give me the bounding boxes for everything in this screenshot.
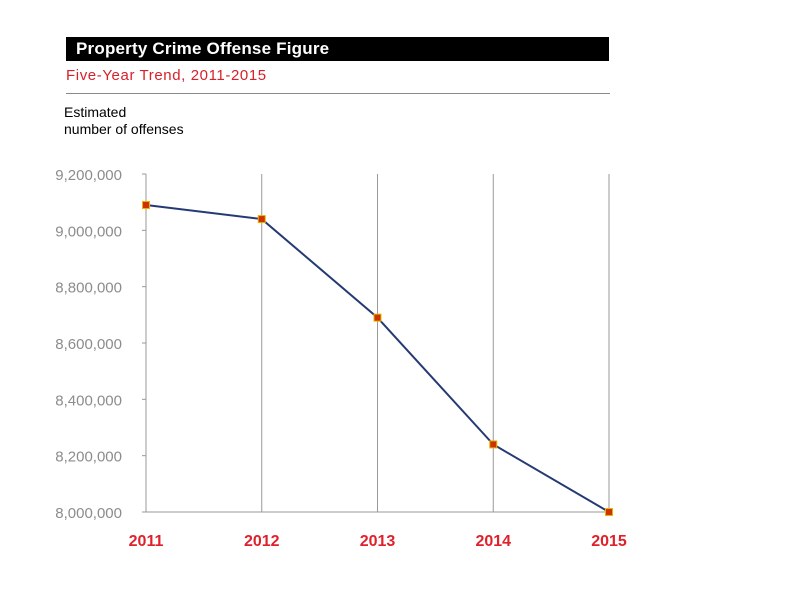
- y-tick-labels: 8,000,000 8,200,000 8,400,000 8,600,000 8,80…: [55, 167, 122, 522]
- x-tick-label-2012: 2012: [244, 533, 280, 550]
- chart-subtitle: Five-Year Trend, 2011-2015: [66, 67, 267, 84]
- axis-layer: [142, 173, 609, 513]
- data-point-2012: [257, 215, 266, 224]
- y-tick-label: 9,200,000: [55, 167, 122, 184]
- title-bar: Property Crime Offense Figure: [66, 37, 609, 61]
- y-axis-label: Estimated number of offenses: [64, 104, 184, 137]
- x-tick-labels: 2011 2012 2013 2014 2015: [129, 533, 627, 550]
- y-tick-label: 9,000,000: [55, 223, 122, 240]
- y-tick-label: 8,600,000: [55, 336, 122, 353]
- x-tick-label-2014: 2014: [475, 533, 511, 550]
- data-point-2014: [489, 440, 498, 449]
- y-tick-label: 8,000,000: [55, 505, 122, 522]
- x-tick-label-2015: 2015: [591, 533, 627, 550]
- chart-title: Property Crime Offense Figure: [76, 39, 330, 58]
- data-point-2015: [605, 508, 613, 516]
- y-tick-label: 8,800,000: [55, 280, 122, 297]
- data-point-2011: [142, 200, 150, 209]
- data-point-2013: [373, 313, 382, 322]
- y-tick-label: 8,400,000: [55, 392, 122, 409]
- y-tick-label: 8,200,000: [55, 449, 122, 466]
- x-tick-label-2013: 2013: [360, 533, 396, 550]
- grid-layer: [145, 174, 610, 512]
- series-layer: [142, 200, 613, 516]
- title-divider: [66, 93, 610, 94]
- x-tick-label-2011: 2011: [129, 533, 164, 550]
